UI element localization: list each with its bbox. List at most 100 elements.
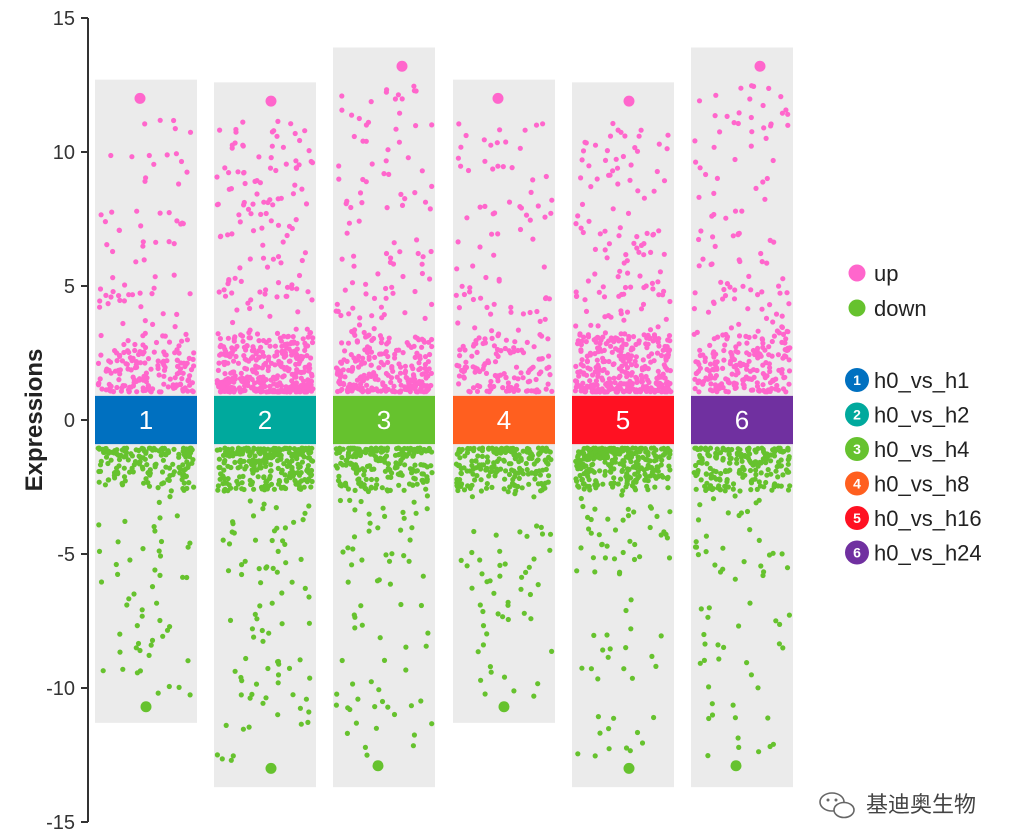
up-point bbox=[641, 252, 647, 258]
up-point bbox=[533, 122, 540, 128]
down-point bbox=[401, 487, 407, 493]
down-point bbox=[372, 704, 378, 710]
down-point bbox=[270, 446, 276, 452]
up-point bbox=[739, 208, 745, 214]
up-point bbox=[667, 380, 673, 387]
up-point bbox=[595, 323, 601, 329]
up-point bbox=[244, 366, 250, 372]
down-point bbox=[654, 513, 660, 520]
down-point bbox=[275, 712, 281, 718]
up-point bbox=[429, 301, 435, 307]
up-point bbox=[634, 379, 640, 385]
down-point bbox=[411, 732, 417, 738]
down-point bbox=[692, 445, 698, 451]
up-point bbox=[546, 353, 552, 359]
up-point bbox=[174, 218, 180, 224]
up-point bbox=[189, 388, 195, 394]
up-point bbox=[492, 359, 499, 365]
down-point bbox=[362, 485, 368, 491]
up-point bbox=[542, 214, 548, 220]
down-point bbox=[345, 454, 351, 460]
up-point bbox=[618, 129, 624, 135]
up-point bbox=[429, 183, 435, 189]
up-point bbox=[470, 385, 477, 391]
down-point bbox=[500, 614, 506, 620]
down-point bbox=[112, 469, 118, 476]
up-point bbox=[145, 356, 152, 362]
up-point bbox=[263, 339, 269, 346]
up-point bbox=[349, 112, 355, 118]
up-point bbox=[307, 330, 314, 336]
down-point bbox=[294, 452, 301, 458]
down-point bbox=[539, 487, 545, 493]
down-point bbox=[787, 483, 793, 489]
up-point bbox=[726, 380, 733, 386]
down-point bbox=[539, 448, 545, 454]
up-point bbox=[489, 335, 495, 341]
up-point bbox=[108, 294, 114, 300]
up-point bbox=[612, 380, 618, 386]
down-point bbox=[309, 478, 315, 485]
up-point bbox=[356, 353, 362, 359]
up-point bbox=[121, 349, 127, 356]
down-point bbox=[735, 735, 741, 741]
up-point bbox=[648, 249, 654, 255]
up-point bbox=[308, 382, 314, 388]
up-point bbox=[270, 374, 277, 380]
down-point bbox=[486, 445, 492, 451]
down-point bbox=[148, 453, 154, 459]
down-point bbox=[528, 616, 534, 622]
down-point bbox=[256, 449, 262, 455]
up-point bbox=[482, 361, 488, 367]
up-point bbox=[98, 332, 104, 339]
up-point bbox=[288, 348, 294, 354]
up-point bbox=[187, 129, 194, 135]
up-point bbox=[736, 341, 742, 347]
up-point bbox=[736, 110, 742, 116]
up-point bbox=[595, 335, 601, 341]
down-point bbox=[259, 486, 265, 492]
up-point bbox=[383, 250, 390, 257]
down-point bbox=[344, 458, 350, 464]
down-point bbox=[472, 477, 478, 483]
up-point bbox=[215, 367, 221, 373]
up-point bbox=[587, 378, 593, 384]
down-point bbox=[252, 453, 258, 459]
down-point bbox=[732, 493, 738, 499]
up-point bbox=[711, 144, 717, 150]
up-point bbox=[455, 239, 461, 245]
down-point bbox=[453, 461, 459, 467]
down-point bbox=[373, 445, 379, 451]
up-point bbox=[242, 383, 248, 389]
up-point bbox=[107, 359, 114, 365]
down-point bbox=[425, 630, 431, 636]
up-point bbox=[593, 378, 600, 384]
up-point bbox=[301, 369, 307, 375]
up-point bbox=[767, 302, 773, 308]
down-point bbox=[400, 509, 406, 515]
up-point bbox=[289, 225, 295, 232]
up-point bbox=[616, 383, 622, 389]
down-point bbox=[254, 616, 260, 622]
up-point bbox=[138, 304, 144, 310]
down-point bbox=[269, 537, 275, 544]
down-point bbox=[713, 455, 720, 461]
down-point bbox=[420, 477, 426, 483]
down-point bbox=[352, 507, 358, 513]
down-point bbox=[741, 559, 747, 565]
down-point bbox=[600, 647, 606, 653]
down-point bbox=[157, 553, 164, 559]
down-point bbox=[283, 477, 289, 483]
down-point bbox=[763, 479, 769, 486]
up-point bbox=[241, 202, 247, 208]
up-point bbox=[272, 343, 278, 349]
up-point bbox=[291, 381, 297, 387]
down-point bbox=[645, 487, 651, 493]
up-point bbox=[664, 366, 670, 372]
up-point bbox=[241, 169, 247, 176]
down-point bbox=[121, 465, 127, 471]
up-point bbox=[766, 85, 772, 91]
up-point bbox=[422, 365, 428, 371]
